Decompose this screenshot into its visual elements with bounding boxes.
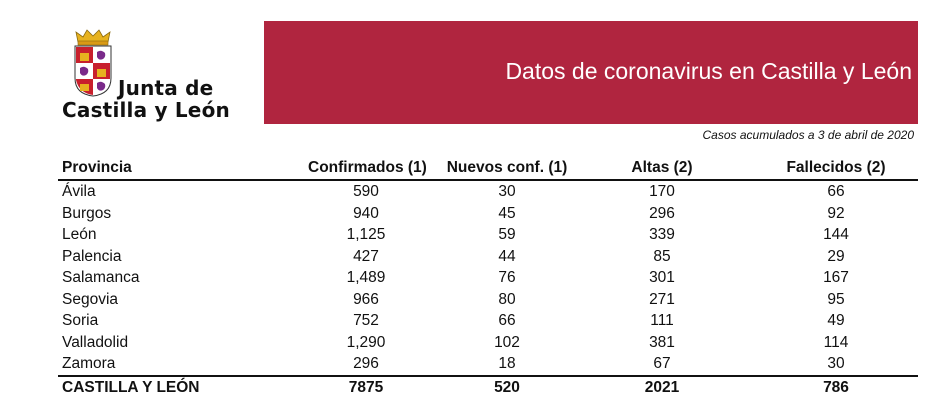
cell-nuevos: 18 (498, 355, 516, 372)
header-divider (58, 179, 918, 181)
header-fallecidos: Fallecidos (2) (786, 159, 886, 176)
total-fallecidos: 786 (823, 378, 849, 396)
cell-confirmados: 1,125 (346, 226, 386, 243)
cell-altas: 111 (650, 312, 674, 329)
total-divider (58, 374, 918, 377)
coat-of-arms-icon (74, 29, 112, 97)
cell-nuevos: 45 (498, 204, 516, 222)
cell-nuevos: 59 (498, 226, 516, 243)
cell-nuevos: 30 (498, 183, 516, 200)
logo-text-region: Castilla y León (62, 98, 230, 122)
cell-fallecidos: 114 (823, 333, 849, 351)
table-row: Valladolid 1,290 102 381 114 (58, 332, 918, 354)
cell-fallecidos: 29 (827, 247, 845, 265)
cell-nuevos: 76 (498, 269, 516, 286)
cell-altas: 296 (649, 204, 675, 222)
table-row: Segovia 966 80 271 95 (58, 289, 918, 311)
junta-logo: Junta de Castilla y León (60, 28, 260, 123)
cell-fallecidos: 167 (823, 269, 849, 286)
cell-nuevos: 80 (498, 290, 516, 308)
cell-provincia: Segovia (62, 290, 119, 308)
cell-altas: 381 (649, 333, 675, 351)
header-confirmados: Confirmados (1) (308, 159, 427, 176)
cell-provincia: Burgos (62, 204, 112, 222)
table-row: Soria 752 66 111 49 (58, 310, 918, 332)
cell-confirmados: 1,290 (346, 333, 386, 351)
header-nuevos: Nuevos conf. (1) (446, 159, 568, 176)
cell-altas: 170 (649, 183, 675, 200)
cell-fallecidos: 95 (827, 290, 845, 308)
title-banner: Datos de coronavirus en Castilla y León (264, 21, 918, 124)
cell-provincia: León (62, 226, 97, 243)
cell-fallecidos: 30 (827, 355, 845, 372)
header-provincia: Provincia (62, 159, 132, 176)
total-label: CASTILLA Y LEÓN (62, 378, 200, 396)
cell-confirmados: 296 (353, 355, 379, 372)
cell-fallecidos: 92 (827, 204, 845, 222)
table-header: Provincia Confirmados (1) Nuevos conf. (… (58, 157, 918, 179)
table-row: Salamanca 1,489 76 301 167 (58, 267, 918, 289)
cell-altas: 67 (653, 355, 671, 372)
cell-altas: 271 (649, 290, 675, 308)
cell-confirmados: 940 (353, 204, 379, 222)
cell-fallecidos: 66 (827, 183, 845, 200)
cell-confirmados: 752 (353, 312, 379, 329)
cell-confirmados: 966 (353, 290, 379, 308)
cell-confirmados: 1,489 (346, 269, 386, 286)
cell-confirmados: 427 (353, 247, 379, 265)
table-row: Palencia 427 44 85 29 (58, 246, 918, 268)
total-row: CASTILLA Y LEÓN 7875 520 2021 786 (58, 377, 918, 399)
table-row: Zamora 296 18 67 30 (58, 353, 918, 375)
cell-provincia: Ávila (62, 183, 96, 200)
cell-nuevos: 44 (498, 247, 516, 265)
cell-confirmados: 590 (353, 183, 379, 200)
cell-fallecidos: 49 (827, 312, 845, 329)
cell-nuevos: 66 (498, 312, 516, 329)
cell-provincia: Valladolid (62, 333, 129, 351)
cell-provincia: Palencia (62, 247, 122, 265)
cell-provincia: Zamora (62, 355, 116, 372)
cell-provincia: Soria (62, 312, 99, 329)
table-row: León 1,125 59 339 144 (58, 224, 918, 246)
logo-text-junta: Junta de (118, 76, 214, 100)
page-title: Datos de coronavirus en Castilla y León (505, 58, 912, 84)
cell-fallecidos: 144 (823, 226, 849, 243)
cell-altas: 339 (649, 226, 675, 243)
cell-altas: 301 (649, 269, 675, 286)
cell-provincia: Salamanca (62, 269, 140, 286)
total-altas: 2021 (644, 378, 680, 396)
table-row: Burgos 940 45 296 92 (58, 203, 918, 225)
date-caption: Casos acumulados a 3 de abril de 2020 (702, 128, 914, 142)
header-altas: Altas (2) (631, 159, 693, 176)
total-confirmados: 7875 (348, 378, 384, 396)
data-table: Provincia Confirmados (1) Nuevos conf. (… (58, 157, 918, 398)
cell-altas: 85 (653, 247, 671, 265)
cell-nuevos: 102 (494, 333, 520, 351)
total-nuevos: 520 (494, 378, 520, 396)
table-row: Ávila 590 30 170 66 (58, 181, 918, 203)
